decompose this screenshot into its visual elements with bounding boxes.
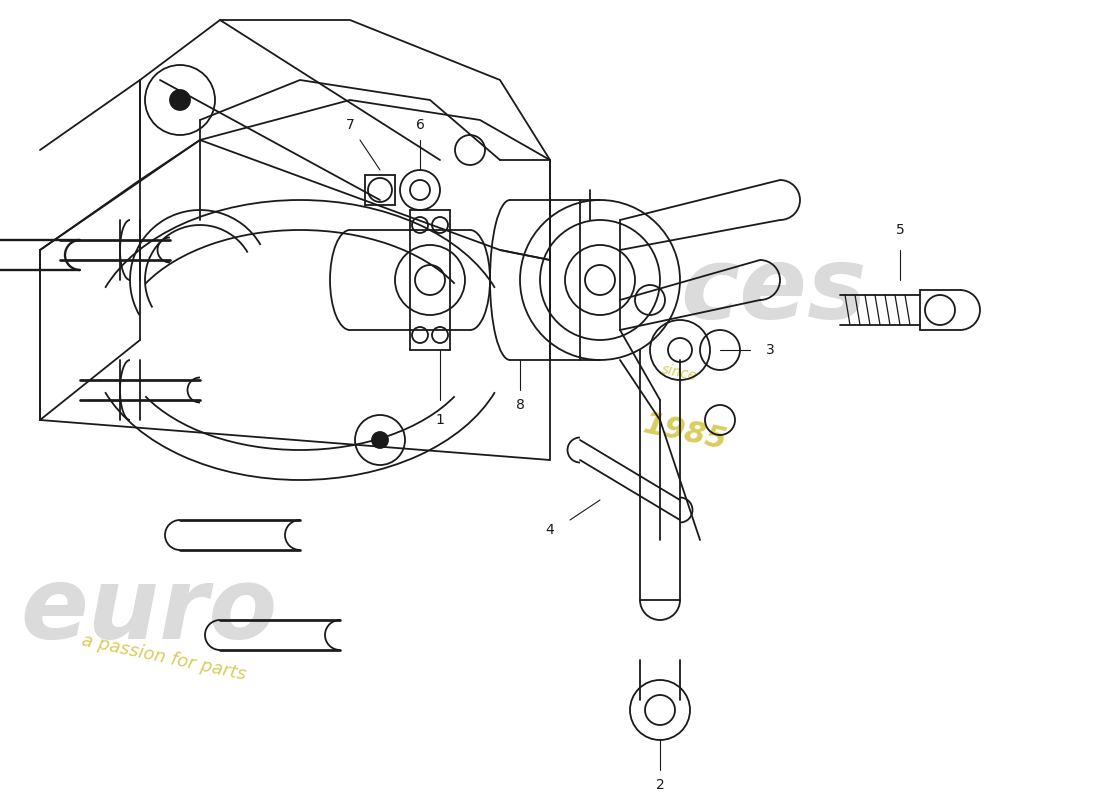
Text: 6: 6 [416, 118, 425, 132]
Text: euro: euro [20, 563, 277, 660]
Circle shape [372, 432, 388, 448]
Text: 8: 8 [516, 398, 525, 412]
Text: 2: 2 [656, 778, 664, 792]
Circle shape [170, 90, 190, 110]
Text: 1985: 1985 [640, 410, 729, 456]
Text: 5: 5 [895, 223, 904, 237]
Circle shape [410, 180, 430, 200]
Text: ces: ces [680, 243, 867, 340]
Text: 3: 3 [766, 343, 774, 357]
Text: a passion for parts: a passion for parts [80, 631, 248, 684]
Text: since: since [660, 362, 698, 383]
Text: 4: 4 [546, 523, 554, 537]
Text: 1: 1 [436, 413, 444, 427]
Text: 7: 7 [345, 118, 354, 132]
